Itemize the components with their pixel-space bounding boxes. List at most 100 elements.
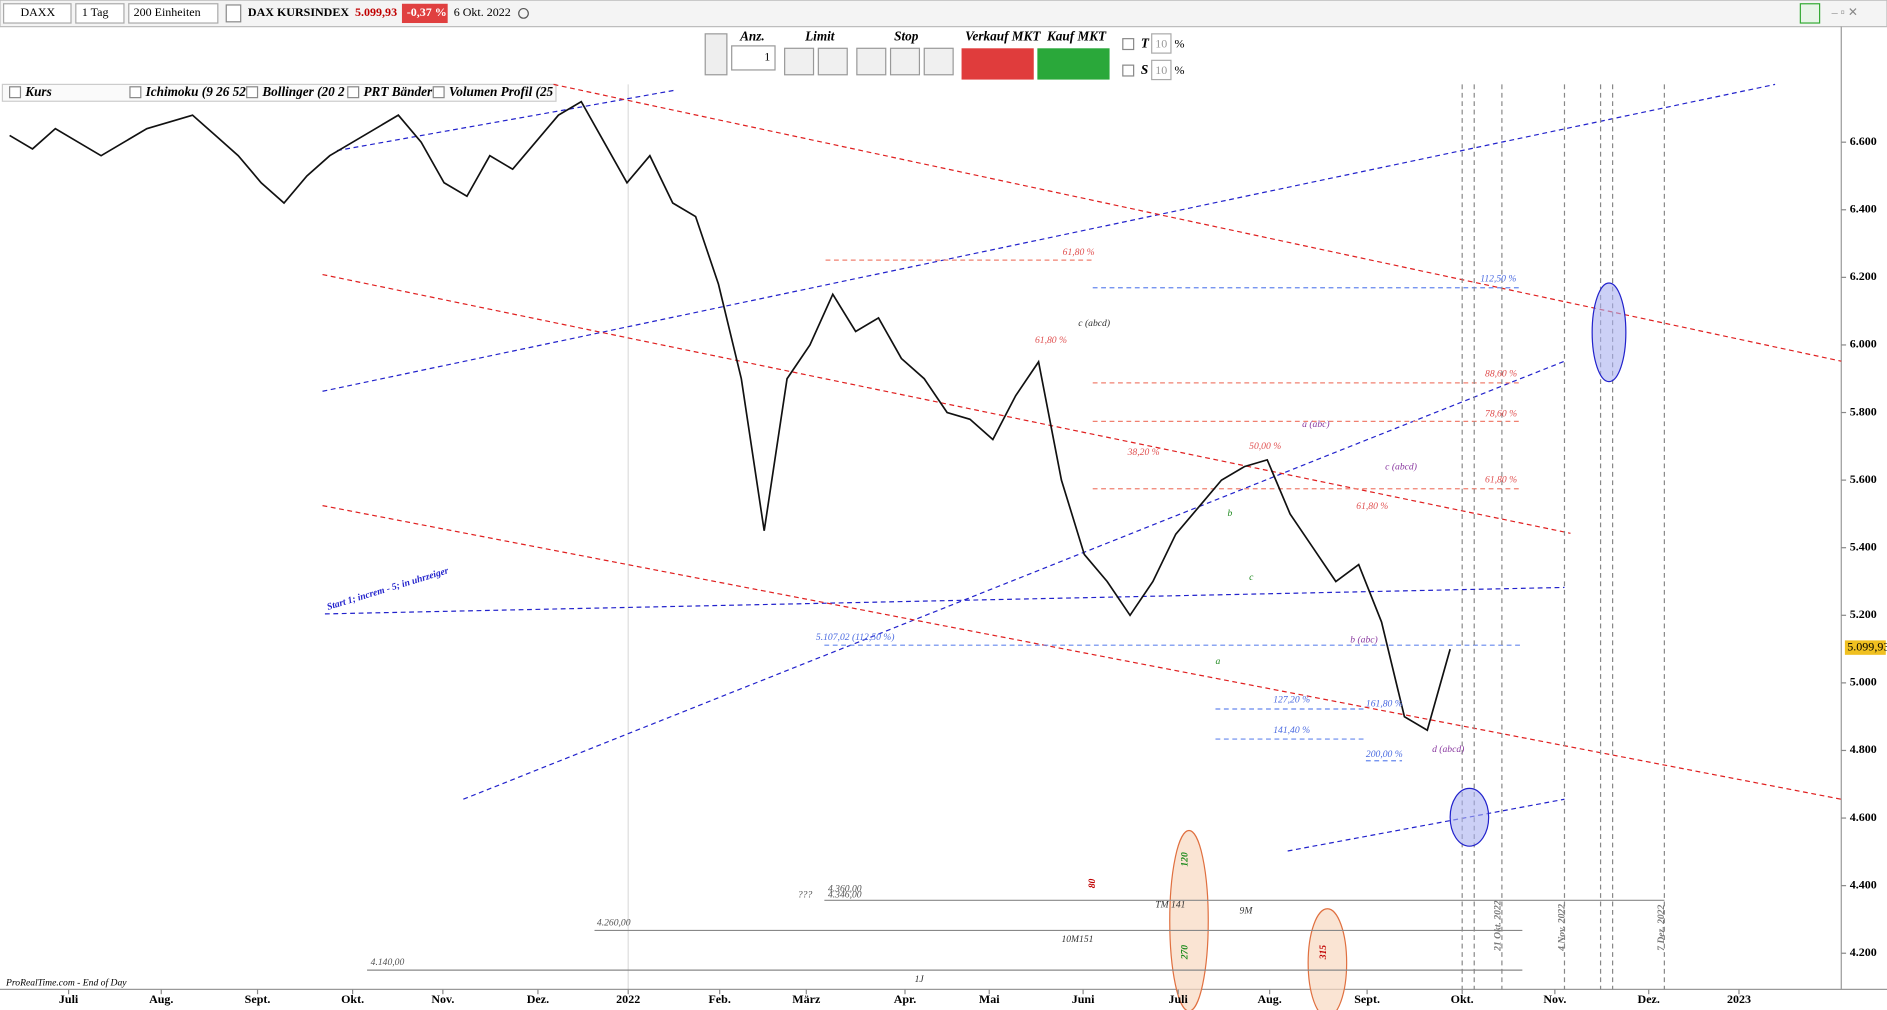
y-tick-label: 4.600	[1850, 810, 1877, 824]
y-tick-label: 4.800	[1850, 742, 1877, 756]
qty-input[interactable]	[731, 45, 776, 71]
stop-buy[interactable]	[856, 47, 887, 76]
footer: ProRealTime.com - End of Day	[5, 978, 127, 989]
s-label: S	[1141, 62, 1148, 77]
indicator-label: Bollinger (20 2	[261, 84, 345, 99]
y-tick-label: 6.000	[1850, 337, 1877, 351]
annotation: 4.260,00	[597, 917, 631, 928]
s-checkbox[interactable]	[1122, 64, 1135, 77]
y-tick-label: 5.600	[1850, 472, 1877, 486]
annotation: Start 1; increm - 5; in uhrzeiger	[326, 565, 450, 613]
trend-line	[324, 586, 1565, 615]
interval: 1 Tag	[82, 5, 109, 19]
x-tick-label: Aug.	[1257, 992, 1281, 1006]
price-line	[9, 100, 1451, 732]
stop-other[interactable]	[923, 47, 954, 76]
toolbar	[0, 0, 1887, 28]
annotation: 21 Okt. 2022	[1492, 900, 1503, 952]
t-input[interactable]	[1151, 33, 1172, 54]
x-tick-label: Feb.	[708, 992, 730, 1006]
annotation: 10M151	[1061, 934, 1093, 945]
cycle-zone	[1307, 908, 1348, 1010]
buy-label: Kauf MKT	[1046, 28, 1107, 43]
x-tick-label: Dez.	[527, 992, 549, 1006]
s-input[interactable]	[1151, 59, 1172, 81]
annotation: c	[1249, 572, 1254, 583]
sync-button[interactable]	[1799, 3, 1821, 24]
trend-lines	[322, 83, 1842, 990]
x-tick-label: 2022	[616, 992, 640, 1006]
annotation: 61,80 %	[1356, 501, 1388, 512]
buy-button[interactable]	[1037, 48, 1110, 80]
y-tick-label: 5.000	[1850, 675, 1877, 689]
annotation: 9M	[1240, 905, 1254, 916]
trend-line	[322, 83, 1776, 392]
stop-sell[interactable]	[889, 47, 921, 76]
tool-button[interactable]	[704, 33, 728, 76]
indicator-label: Kurs	[24, 84, 51, 99]
trend-line	[553, 83, 1842, 362]
units-select[interactable]	[128, 3, 219, 24]
y-tick-label: 6.600	[1850, 134, 1877, 148]
x-tick-label: Nov.	[1543, 992, 1566, 1006]
annotation: a	[1215, 656, 1220, 667]
x-tick-label: 2023	[1727, 992, 1751, 1006]
x-tick-label: Nov.	[431, 992, 454, 1006]
annotation: 4.346,00	[828, 890, 862, 901]
target-zone	[1591, 282, 1627, 383]
annotation: 161,80 %	[1366, 698, 1403, 709]
y-tick-label: 6.400	[1850, 202, 1877, 216]
cycle-zone	[1169, 829, 1209, 1010]
annotation: 315	[1318, 945, 1329, 961]
y-tick-label: 5.400	[1850, 539, 1877, 553]
indicator-checkbox[interactable]	[9, 86, 22, 99]
indicator-checkbox[interactable]	[347, 86, 360, 99]
annotation: c (abcd)	[1078, 318, 1110, 329]
price-marker	[1844, 640, 1886, 655]
x-tick-label: Sept.	[1354, 992, 1380, 1006]
interval-select[interactable]	[75, 3, 125, 24]
trend-line	[322, 505, 1842, 800]
indicator-checkbox[interactable]	[246, 86, 259, 99]
t-checkbox[interactable]	[1122, 38, 1135, 51]
order-panel: Anz. 1 Limit Stop Verkauf MKT Kauf MKT T…	[704, 28, 1185, 81]
annotation: 5.107,02 (112,50 %)	[816, 632, 895, 643]
symbol-select[interactable]	[3, 3, 72, 24]
annotation: 1J	[915, 974, 925, 985]
stop-label: Stop	[894, 28, 919, 43]
annotation: 88,60 %	[1485, 369, 1517, 380]
s-value: 10	[1155, 63, 1167, 77]
change-badge	[401, 3, 448, 24]
status-dot	[518, 7, 529, 19]
annotation: a (abc)	[1302, 419, 1329, 430]
t-value: 10	[1155, 36, 1167, 50]
indicator-label: Ichimoku (9 26 52	[145, 84, 247, 99]
annotation: 200,00 %	[1366, 749, 1403, 760]
x-tick-label: Sept.	[245, 992, 271, 1006]
sell-button[interactable]	[961, 48, 1034, 80]
annotation: 112,50 %	[1480, 274, 1516, 285]
annotation: 78,60 %	[1485, 408, 1517, 419]
y-tick-label: 4.400	[1850, 877, 1877, 891]
limit-label: Limit	[804, 28, 835, 43]
annotation: 4.360,00	[828, 884, 862, 895]
annotation: 61,80 %	[1035, 335, 1067, 346]
annotation: 38,20 %	[1127, 447, 1160, 458]
x-tick-label: Mai	[979, 992, 1000, 1006]
trend-line	[322, 273, 1571, 534]
annotation: b	[1228, 508, 1233, 519]
indicator-checkbox[interactable]	[129, 86, 142, 99]
indicator-checkbox[interactable]	[432, 86, 445, 99]
limit-buy[interactable]	[784, 47, 815, 76]
annotation: 127,20 %	[1273, 695, 1310, 706]
change: -0,37 %	[407, 5, 447, 19]
window-buttons[interactable]: – ▫ ✕	[1831, 5, 1858, 19]
date: 6 Okt. 2022	[454, 5, 511, 19]
annotation: b (abc)	[1350, 635, 1377, 646]
x-tick-label: März	[792, 992, 821, 1006]
indicator-label: PRT Bänder	[363, 84, 433, 99]
limit-sell[interactable]	[817, 47, 848, 76]
info-button[interactable]	[225, 4, 242, 23]
annotation: d (abcd)	[1432, 744, 1464, 755]
